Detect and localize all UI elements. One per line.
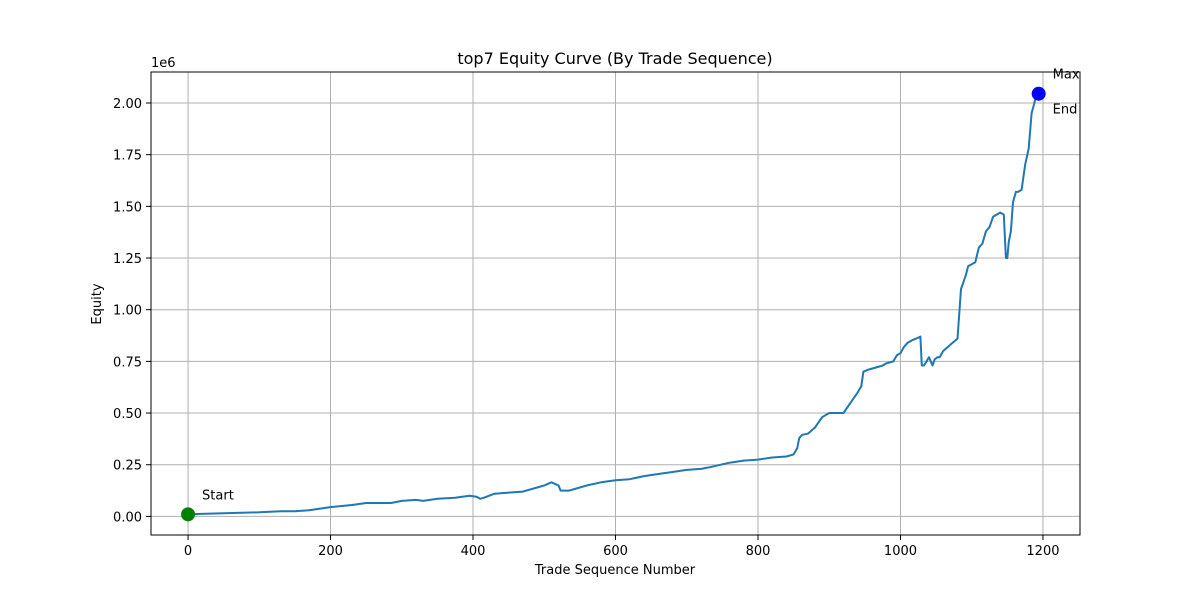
x-tick-label: 800 (746, 544, 771, 559)
y-tick-label: 2.00 (113, 97, 142, 112)
y-tick-label: 0.00 (113, 510, 142, 525)
y-tick-label: 1.25 (113, 252, 142, 267)
x-axis-ticks: 0 200 400 600 800 1000 1200 (184, 535, 1060, 559)
y-tick-label: 0.25 (113, 459, 142, 474)
x-tick-label: 200 (318, 544, 343, 559)
data-marker (181, 507, 196, 522)
chart-title: top7 Equity Curve (By Trade Sequence) (457, 49, 772, 68)
y-axis-label: Equity (90, 283, 105, 324)
annotation-layer: Start Max End (202, 68, 1080, 504)
series-line-layer (187, 92, 1040, 516)
x-tick-label: 1200 (1026, 544, 1059, 559)
data-marker (1031, 86, 1046, 101)
annotation-label: Start (202, 488, 234, 503)
annotation-label: Max (1053, 68, 1080, 83)
grid (151, 72, 1080, 535)
x-tick-label: 400 (461, 544, 486, 559)
x-axis-label: Trade Sequence Number (534, 563, 696, 578)
series-line (187, 92, 1040, 516)
x-tick-label: 1000 (884, 544, 917, 559)
y-tick-label: 1.00 (113, 304, 142, 319)
y-tick-label: 0.50 (113, 407, 142, 422)
y-tick-label: 1.75 (113, 149, 142, 164)
marker-layer (181, 86, 1046, 522)
y-tick-label: 1.50 (113, 200, 142, 215)
y-tick-label: 0.75 (113, 355, 142, 370)
y-axis-offset-label: 1e6 (151, 56, 176, 71)
y-axis-ticks: 0.00 0.25 0.50 0.75 1.00 1.25 1.50 1.75 2.00 (113, 97, 151, 525)
annotation-label: End (1053, 103, 1078, 118)
x-tick-label: 0 (184, 544, 192, 559)
x-tick-label: 600 (603, 544, 628, 559)
